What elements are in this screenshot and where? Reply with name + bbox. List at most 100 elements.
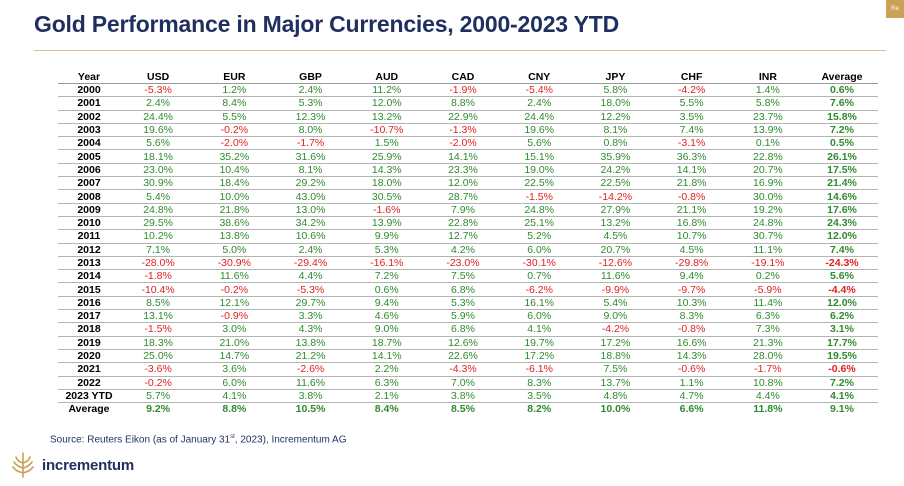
value-cell: -3.6% <box>120 362 197 377</box>
value-cell: 7.9% <box>424 203 502 217</box>
value-cell: 14.1% <box>653 163 730 178</box>
value-cell: 10.3% <box>653 296 730 311</box>
value-cell: 27.9% <box>577 203 654 217</box>
value-cell: 18.7% <box>348 336 425 350</box>
value-cell: 13.2% <box>577 216 654 231</box>
value-cell: 26.1% <box>806 149 878 164</box>
value-cell: 18.3% <box>120 336 197 350</box>
value-cell: 13.8% <box>196 229 273 244</box>
header-eur: EUR <box>196 70 273 84</box>
value-cell: 38.6% <box>196 216 273 231</box>
year-cell: 2014 <box>58 269 120 284</box>
value-cell: 29.7% <box>272 296 349 311</box>
year-cell: 2020 <box>58 349 120 364</box>
value-cell: 21.0% <box>196 336 273 350</box>
value-cell: 10.0% <box>600 403 631 416</box>
value-cell: 20.7% <box>577 243 654 257</box>
table-row: 2002 24.4% 5.5% 12.3% 13.2% 22.9% 24.4% 12.2% 3.… <box>58 110 878 124</box>
value-cell: 22.8% <box>424 216 502 231</box>
value-cell: 4.7% <box>653 389 730 404</box>
value-cell: 4.1% <box>806 389 878 404</box>
value-cell: 10.2% <box>120 229 197 244</box>
value-cell: 29.5% <box>120 216 197 231</box>
value-cell: 18.1% <box>120 149 197 164</box>
value-cell: 4.8% <box>577 389 654 404</box>
table-row: 2020 25.0% 14.7% 21.2% 14.1% 22.6% 17.2% 18.8% 1… <box>58 349 878 364</box>
value-cell: 21.1% <box>653 203 730 217</box>
year-cell: 2001 <box>58 96 120 111</box>
value-cell: 3.8% <box>424 389 502 404</box>
table-row: 2016 8.5% 12.1% 29.7% 9.4% 5.3% 16.1% 5.4% 10.3%… <box>58 296 878 311</box>
value-cell: 12.3% <box>272 110 349 124</box>
page-title: Gold Performance in Major Currencies, 20… <box>34 11 620 37</box>
value-cell: 12.0% <box>806 229 878 244</box>
value-cell: -0.2% <box>196 282 273 297</box>
value-cell: 14.1% <box>348 349 425 364</box>
value-cell: 4.4% <box>729 389 806 404</box>
table-row: 2015 -10.4% -0.2% -5.3% 0.6% 6.8% -6.2% -9.9% -9… <box>58 282 878 297</box>
value-cell: 12.2% <box>577 110 654 124</box>
value-cell: 5.0% <box>196 243 273 257</box>
value-cell: 8.5% <box>120 296 197 311</box>
value-cell: 17.2% <box>501 349 578 364</box>
table-row: 2003 19.6% -0.2% 8.0% -10.7% -1.3% 19.6% 8.1% 7.… <box>58 123 878 138</box>
value-cell: 5.5% <box>196 110 273 124</box>
value-cell: 9.0% <box>577 309 654 324</box>
value-cell: 19.6% <box>120 123 197 138</box>
value-cell: 30.5% <box>348 189 425 204</box>
value-cell: 7.6% <box>806 96 878 111</box>
value-cell: 6.8% <box>424 322 502 337</box>
value-cell: 5.6% <box>501 136 578 151</box>
value-cell: 9.0% <box>348 322 425 337</box>
value-cell: 9.9% <box>348 229 425 244</box>
value-cell: 8.3% <box>653 309 730 324</box>
value-cell: 2.4% <box>120 96 197 111</box>
value-cell: 30.9% <box>120 176 197 191</box>
value-cell: 11.1% <box>729 243 806 257</box>
value-cell: 11.8% <box>753 403 783 416</box>
value-cell: 28.7% <box>424 189 502 204</box>
year-cell: 2002 <box>58 110 120 124</box>
value-cell: 6.3% <box>729 309 806 324</box>
table-body: 2000 -5.3% 1.2% 2.4% 11.2% -1.9% -5.4% 5.8% -4.2… <box>58 83 878 416</box>
value-cell: 8.2% <box>527 403 552 416</box>
value-cell: 14.3% <box>348 163 425 178</box>
value-cell: -0.9% <box>196 309 273 324</box>
value-cell: -5.9% <box>729 282 806 297</box>
value-cell: 24.8% <box>729 216 806 231</box>
value-cell: 0.2% <box>729 269 806 284</box>
header-jpy: JPY <box>577 70 654 84</box>
header-inr: INR <box>729 70 806 84</box>
value-cell: 19.6% <box>501 123 578 138</box>
value-cell: 36.3% <box>653 149 730 164</box>
table-row: 2007 30.9% 18.4% 29.2% 18.0% 12.0% 22.5% 22.5% 2… <box>58 176 878 191</box>
value-cell: -29.4% <box>272 256 349 271</box>
value-cell: 10.7% <box>653 229 730 244</box>
header-average: Average <box>806 70 878 84</box>
value-cell: 29.2% <box>272 176 349 191</box>
value-cell: 22.5% <box>577 176 654 191</box>
value-cell: 22.9% <box>424 110 502 124</box>
header-usd: USD <box>120 70 197 84</box>
year-cell: 2019 <box>58 336 120 350</box>
value-cell: 14.1% <box>424 149 502 164</box>
year-cell: 2016 <box>58 296 120 311</box>
value-cell: 17.7% <box>806 336 878 350</box>
value-cell: 4.3% <box>272 322 349 337</box>
year-cell: 2012 <box>58 243 120 257</box>
value-cell: 9.4% <box>348 296 425 311</box>
value-cell: -2.6% <box>272 362 349 377</box>
value-cell: -28.0% <box>120 256 197 271</box>
value-cell: 2.4% <box>272 83 349 98</box>
table-row: 2010 29.5% 38.6% 34.2% 13.9% 22.8% 25.1% 13.2% 1… <box>58 216 878 231</box>
value-cell: 5.6% <box>120 136 197 151</box>
incrementum-logo: incrementum <box>10 452 134 478</box>
value-cell: 10.6% <box>272 229 349 244</box>
value-cell: 14.6% <box>806 189 878 204</box>
value-cell: 0.6% <box>806 83 878 98</box>
value-cell: 5.3% <box>272 96 349 111</box>
value-cell: 15.1% <box>501 149 578 164</box>
value-cell: -1.3% <box>424 123 502 138</box>
value-cell: 13.7% <box>577 376 654 390</box>
value-cell: 5.2% <box>501 229 578 244</box>
